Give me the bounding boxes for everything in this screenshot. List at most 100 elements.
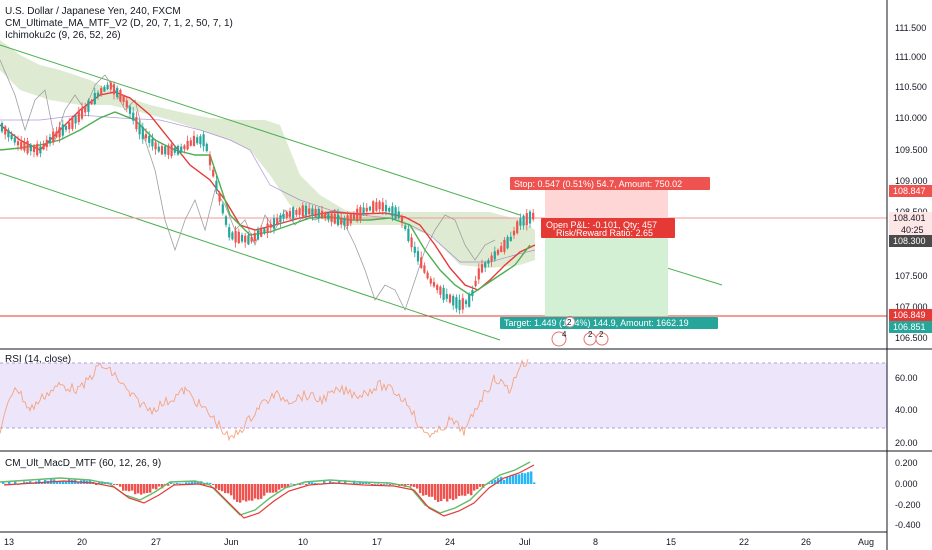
- time-axis[interactable]: 13 20 27 Jun 10 17 24 Jul 8 15 22 26 Aug: [4, 537, 874, 547]
- macd-bar: [212, 484, 215, 485]
- time-tick-label: 27: [151, 537, 161, 547]
- stop-label-box[interactable]: Stop: 0.547 (0.51%) 54.7, Amount: 750.02: [510, 177, 710, 190]
- time-tick-label: Jun: [224, 537, 239, 547]
- macd-bar: [206, 482, 209, 484]
- candle-body: [80, 107, 84, 119]
- candle-body: [7, 130, 10, 138]
- candle-body: [404, 225, 407, 230]
- candle-body: [455, 297, 458, 309]
- rsi-tick-label: 60.00: [895, 373, 918, 383]
- macd-bar: [215, 484, 218, 489]
- candle-body: [320, 210, 324, 219]
- event-markers[interactable]: 2 4 2 2: [551, 316, 609, 347]
- candle-body: [372, 201, 375, 214]
- macd-bar: [503, 479, 506, 484]
- candle-body: [96, 92, 100, 97]
- macd-bar: [473, 484, 476, 491]
- candle-body: [84, 107, 87, 113]
- candle-body: [13, 137, 16, 143]
- macd-bar: [179, 483, 182, 485]
- candle-body: [516, 221, 519, 234]
- macd-bar: [236, 484, 239, 502]
- ma-indicator-legend[interactable]: CM_Ultimate_MA_MTF_V2 (D, 20, 7, 1, 2, 5…: [5, 18, 233, 29]
- macd-bar: [167, 484, 170, 486]
- macd-bar: [455, 484, 458, 499]
- target-label-box[interactable]: Target: 1.449 (1.34%) 144.9, Amount: 166…: [500, 317, 718, 329]
- candle-body: [29, 144, 32, 152]
- candle-body: [480, 264, 484, 273]
- pnl-label-box[interactable]: Open P&L: -0.101, Qty: 457 Risk/Reward R…: [541, 218, 675, 238]
- candle-body: [512, 230, 516, 236]
- macd-bar: [233, 484, 236, 500]
- macd-bar: [305, 484, 308, 485]
- rsi-legend[interactable]: RSI (14, close): [5, 354, 71, 365]
- candle-body: [330, 213, 333, 222]
- candle-body: [215, 180, 218, 190]
- macd-bar: [461, 484, 464, 496]
- macd-bar: [311, 482, 314, 484]
- macd-bar: [383, 483, 386, 485]
- macd-bar: [98, 481, 101, 484]
- candle-body: [368, 206, 372, 211]
- candle-body: [212, 169, 215, 177]
- price-pane[interactable]: Stop: 0.547 (0.51%) 54.7, Amount: 750.02…: [0, 6, 887, 347]
- macd-legend[interactable]: CM_Ult_MacD_MTF (60, 12, 26, 9): [5, 458, 161, 469]
- candle-body: [468, 294, 471, 307]
- rsi-pane[interactable]: RSI (14, close): [0, 354, 887, 442]
- svg-text:108.847: 108.847: [893, 186, 926, 196]
- macd-bar: [428, 484, 431, 497]
- candle-body: [461, 298, 464, 310]
- macd-bar: [203, 484, 206, 486]
- candle-body: [324, 212, 327, 219]
- candle-body: [378, 201, 381, 210]
- candle-body: [228, 227, 231, 238]
- price-tick-label: 106.500: [895, 333, 928, 343]
- time-tick-label: Aug: [858, 537, 874, 547]
- macd-bar: [437, 484, 440, 502]
- candle-body: [288, 211, 292, 217]
- macd-bar: [128, 484, 131, 492]
- price-axis[interactable]: 111.500 111.000 110.500 110.000 109.500 109.0…: [895, 23, 928, 530]
- candle-body: [522, 215, 525, 226]
- macd-bar: [464, 484, 467, 496]
- candle-body: [231, 232, 234, 240]
- macd-bar: [248, 484, 251, 501]
- candle-body: [391, 206, 394, 217]
- candle-body: [116, 87, 119, 98]
- candle-body: [269, 224, 272, 228]
- candle-body: [484, 262, 487, 268]
- macd-bar: [263, 484, 266, 496]
- candle-body: [87, 100, 90, 112]
- macd-bar: [371, 484, 374, 485]
- macd-bar: [146, 484, 149, 493]
- stop-zone[interactable]: [545, 190, 668, 218]
- candle-body: [282, 213, 285, 219]
- candle-body: [16, 141, 20, 146]
- candle-body: [128, 106, 132, 114]
- candle-body: [4, 126, 7, 135]
- macd-bar: [284, 484, 287, 488]
- macd-bar: [89, 480, 92, 484]
- candle-body: [496, 249, 500, 255]
- candle-body: [157, 146, 160, 152]
- macd-bar: [158, 484, 161, 487]
- candle-body: [48, 137, 52, 144]
- macd-bar: [110, 482, 113, 484]
- macd-pane[interactable]: CM_Ult_MacD_MTF (60, 12, 26, 9): [0, 458, 536, 519]
- candle-body: [218, 192, 221, 202]
- macd-bar: [509, 476, 512, 484]
- symbol-legend[interactable]: U.S. Dollar / Japanese Yen, 240, FXCM: [5, 6, 181, 17]
- candle-body: [119, 89, 122, 102]
- candle-body: [340, 217, 343, 225]
- candle-body: [151, 138, 154, 147]
- ichimoku-legend[interactable]: Ichimoku2c (9, 26, 52, 26): [5, 30, 121, 41]
- macd-bar: [152, 484, 155, 489]
- candle-body: [176, 145, 180, 155]
- candle-body: [39, 146, 42, 154]
- macd-bar: [14, 481, 17, 484]
- rr-label: Risk/Reward Ratio: 2.65: [556, 228, 653, 238]
- macd-bar: [29, 481, 32, 484]
- time-tick-label: 24: [445, 537, 455, 547]
- macd-bar: [458, 484, 461, 496]
